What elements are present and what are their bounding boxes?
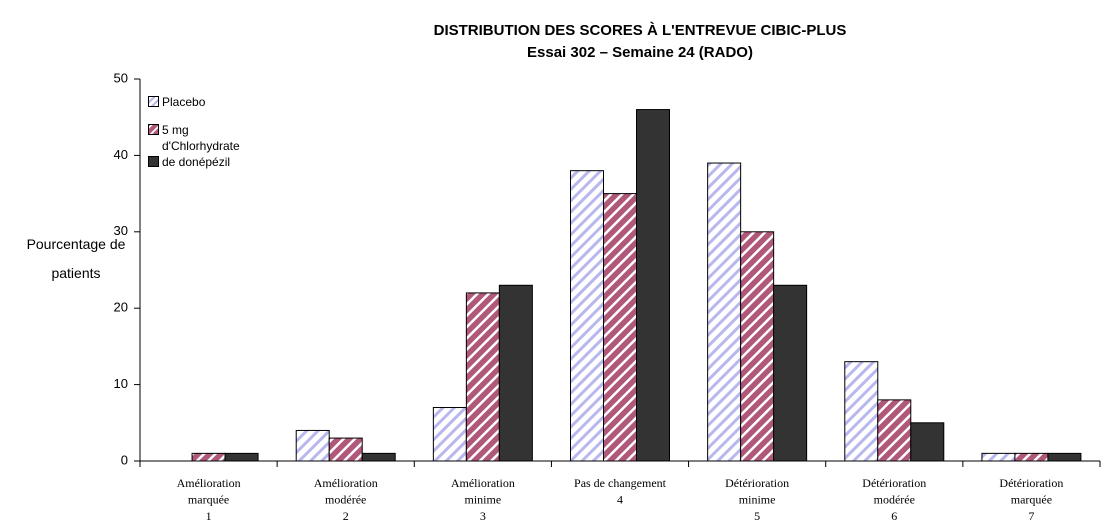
legend-label: 5 mg: [162, 123, 189, 137]
x-tick-label: modérée: [325, 492, 366, 506]
bar: [570, 170, 604, 462]
legend: Placebo 5 mg d'Chlorhydrate de donépézil: [148, 94, 252, 182]
bar: [603, 193, 637, 462]
bar: [432, 407, 467, 462]
legend-label: Placebo: [162, 95, 206, 109]
x-tick-label: Détérioration: [862, 476, 926, 490]
legend-swatch: [148, 156, 159, 167]
bar: [328, 437, 363, 462]
x-tick-label: 3: [480, 509, 486, 523]
y-tick-label: 40: [114, 147, 128, 162]
x-tick-label: Amélioration: [314, 476, 378, 490]
bar: [224, 452, 259, 462]
y-tick-label: 0: [121, 452, 128, 467]
legend-swatch: [148, 96, 159, 107]
bar: [191, 452, 226, 462]
legend-item: d'Chlorhydrate de donépézil: [148, 138, 252, 170]
bar: [981, 452, 1016, 462]
x-tick-label: Pas de changement: [574, 476, 667, 490]
x-tick-label: 7: [1028, 509, 1034, 523]
x-tick-label: Amélioration: [177, 476, 241, 490]
bar: [877, 399, 912, 462]
bar: [1047, 452, 1082, 462]
y-tick-label: 30: [114, 223, 128, 238]
chart-title: DISTRIBUTION DES SCORES À L'ENTREVUE CIB…: [434, 22, 847, 39]
y-tick-label: 20: [114, 300, 128, 315]
y-tick-label: 10: [114, 376, 128, 391]
bar: [707, 162, 742, 462]
bar: [636, 109, 670, 462]
legend-swatch: [148, 124, 159, 135]
legend-label: d'Chlorhydrate de donépézil: [162, 139, 240, 169]
bar: [465, 292, 500, 462]
bar: [361, 452, 396, 462]
x-tick-label: minime: [465, 492, 502, 506]
legend-item: 5 mg: [148, 122, 252, 138]
x-tick-label: Détérioration: [725, 476, 789, 490]
x-tick-label: modérée: [874, 492, 915, 506]
x-tick-label: minime: [739, 492, 776, 506]
chart-subtitle: Essai 302 – Semaine 24 (RADO): [527, 44, 753, 61]
bar: [844, 361, 879, 462]
bar: [773, 284, 808, 462]
x-tick-label: 1: [206, 509, 212, 523]
x-tick-label: marquée: [188, 492, 229, 506]
legend-item: Placebo: [148, 94, 252, 110]
bar: [498, 284, 533, 462]
x-tick-label: 5: [754, 509, 760, 523]
bar: [295, 429, 330, 462]
x-tick-label: Détérioration: [999, 476, 1063, 490]
x-tick-label: Amélioration: [451, 476, 515, 490]
y-tick-label: 50: [114, 70, 128, 85]
y-axis-label: Pourcentage de patients: [26, 236, 126, 281]
bar: [910, 422, 945, 462]
x-tick-label: 2: [343, 509, 349, 523]
bar: [1014, 452, 1049, 462]
x-tick-label: 6: [891, 509, 897, 523]
x-tick-label: 4: [617, 492, 623, 506]
bar: [740, 231, 775, 462]
x-tick-label: marquée: [1011, 492, 1052, 506]
